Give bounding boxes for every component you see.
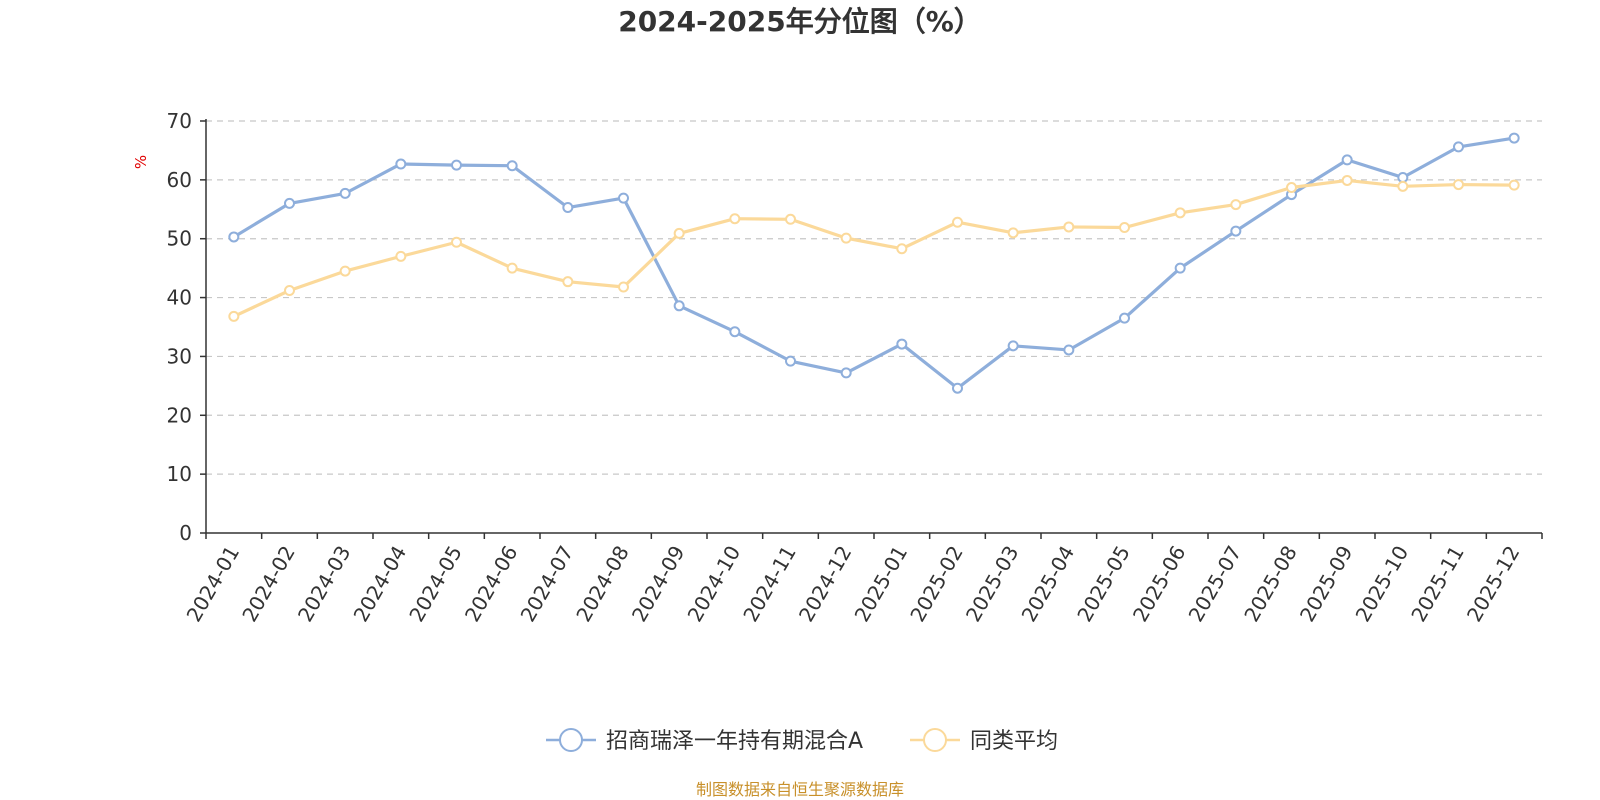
data-point-1-12[interactable] <box>896 243 908 255</box>
data-point-0-2[interactable] <box>339 187 351 199</box>
data-point-0-18[interactable] <box>1230 225 1242 237</box>
data-point-1-11[interactable] <box>840 232 852 244</box>
data-point-1-2[interactable] <box>339 265 351 277</box>
x-tick-label-2024-07: 2024-07 <box>516 542 579 626</box>
y-tick-label-30: 30 <box>167 344 192 368</box>
x-tick-label-2024-08: 2024-08 <box>571 542 634 626</box>
x-tick-label-2025-05: 2025-05 <box>1072 542 1135 626</box>
data-point-1-16[interactable] <box>1119 222 1130 234</box>
data-point-1-5[interactable] <box>506 262 518 274</box>
series-0 <box>228 132 1520 394</box>
legend-swatch-marker-1 <box>923 728 947 752</box>
x-tick-label-2025-12: 2025-12 <box>1462 542 1525 626</box>
data-point-0-14[interactable] <box>1007 340 1019 352</box>
data-point-1-14[interactable] <box>1007 227 1019 239</box>
data-point-1-9[interactable] <box>729 213 741 225</box>
y-tick-label-40: 40 <box>167 286 192 310</box>
data-point-1-18[interactable] <box>1230 199 1242 211</box>
data-point-1-7[interactable] <box>618 281 629 293</box>
grid-lines <box>206 120 1542 475</box>
y-tick-label-0: 0 <box>179 521 192 545</box>
x-tick-label-2024-05: 2024-05 <box>404 542 467 626</box>
data-point-0-13[interactable] <box>952 382 963 394</box>
data-point-1-0[interactable] <box>228 310 240 322</box>
data-point-1-21[interactable] <box>1397 180 1409 192</box>
x-tick-label-2025-11: 2025-11 <box>1406 542 1469 626</box>
x-tick-label-2025-03: 2025-03 <box>961 542 1024 626</box>
x-tick-label-2025-04: 2025-04 <box>1017 542 1080 626</box>
data-point-1-4[interactable] <box>451 236 462 248</box>
source-note: 制图数据来自恒生聚源数据库 <box>696 780 904 799</box>
data-point-0-23[interactable] <box>1508 132 1520 144</box>
data-point-0-22[interactable] <box>1453 141 1464 153</box>
x-tick-label-2025-01: 2025-01 <box>850 542 913 626</box>
x-tick-label-2024-11: 2024-11 <box>738 542 801 626</box>
x-tick-label-2024-03: 2024-03 <box>293 542 356 626</box>
data-point-1-8[interactable] <box>673 227 685 239</box>
x-tick-label-2024-02: 2024-02 <box>237 542 300 626</box>
data-point-0-9[interactable] <box>729 326 741 338</box>
data-point-1-3[interactable] <box>395 250 407 262</box>
data-point-0-5[interactable] <box>506 160 518 172</box>
legend-swatch-marker-0 <box>559 728 583 752</box>
data-point-1-13[interactable] <box>952 216 963 228</box>
x-tick-label-2025-07: 2025-07 <box>1184 542 1247 626</box>
data-point-0-17[interactable] <box>1174 262 1186 274</box>
x-tick-label-2025-09: 2025-09 <box>1295 542 1358 626</box>
x-tick-label-2024-06: 2024-06 <box>460 542 523 626</box>
y-tick-label-50: 50 <box>167 227 192 251</box>
data-point-1-6[interactable] <box>562 276 574 288</box>
data-point-0-10[interactable] <box>785 355 796 367</box>
y-tick-label-70: 70 <box>167 109 192 133</box>
y-axis-label: % <box>132 155 150 169</box>
x-tick-label-2024-04: 2024-04 <box>349 542 412 626</box>
y-tick-label-60: 60 <box>167 168 192 192</box>
data-point-1-20[interactable] <box>1341 174 1353 186</box>
data-point-0-21[interactable] <box>1397 172 1409 184</box>
data-point-0-6[interactable] <box>562 202 574 214</box>
data-point-0-12[interactable] <box>896 338 908 350</box>
data-point-0-1[interactable] <box>284 197 295 209</box>
chart-title: 2024-2025年分位图（%） <box>618 5 982 38</box>
x-tick-label-2024-09: 2024-09 <box>627 542 690 626</box>
data-point-1-15[interactable] <box>1063 221 1075 233</box>
legend-label-0: 招商瑞泽一年持有期混合A <box>606 729 863 754</box>
data-point-1-17[interactable] <box>1174 207 1186 219</box>
x-tick-label-2025-06: 2025-06 <box>1128 542 1191 626</box>
x-tick-label-2025-08: 2025-08 <box>1239 542 1302 626</box>
series-1 <box>228 174 1520 322</box>
data-point-1-10[interactable] <box>785 213 796 225</box>
series-lines <box>228 132 1520 394</box>
data-point-1-23[interactable] <box>1508 179 1520 191</box>
legend-item-0[interactable]: 招商瑞泽一年持有期混合A <box>546 728 863 754</box>
data-point-1-1[interactable] <box>284 285 295 297</box>
x-tick-label-2025-02: 2025-02 <box>905 542 968 626</box>
legend[interactable]: 招商瑞泽一年持有期混合A 同类平均 <box>546 728 1058 754</box>
y-tick-label-10: 10 <box>167 462 192 486</box>
series-line-0 <box>232 136 1516 390</box>
data-point-1-22[interactable] <box>1453 179 1464 191</box>
x-tick-label-2024-01: 2024-01 <box>182 542 245 626</box>
data-point-0-11[interactable] <box>840 367 852 379</box>
data-point-0-20[interactable] <box>1341 154 1353 166</box>
data-point-0-8[interactable] <box>673 300 685 312</box>
x-tick-label-2024-10: 2024-10 <box>683 542 746 626</box>
data-point-0-7[interactable] <box>618 192 629 204</box>
x-tick-label-2024-12: 2024-12 <box>794 542 857 626</box>
data-point-0-15[interactable] <box>1063 344 1075 356</box>
legend-label-1: 同类平均 <box>970 729 1058 754</box>
data-point-0-3[interactable] <box>395 158 407 170</box>
y-tick-label-20: 20 <box>167 403 192 427</box>
series-line-1 <box>232 178 1516 319</box>
legend-item-1[interactable]: 同类平均 <box>910 728 1058 754</box>
data-point-1-19[interactable] <box>1286 182 1297 194</box>
data-point-0-0[interactable] <box>228 231 240 243</box>
x-tick-label-2025-10: 2025-10 <box>1351 542 1414 626</box>
data-point-0-16[interactable] <box>1119 312 1130 324</box>
data-point-0-4[interactable] <box>451 159 462 171</box>
